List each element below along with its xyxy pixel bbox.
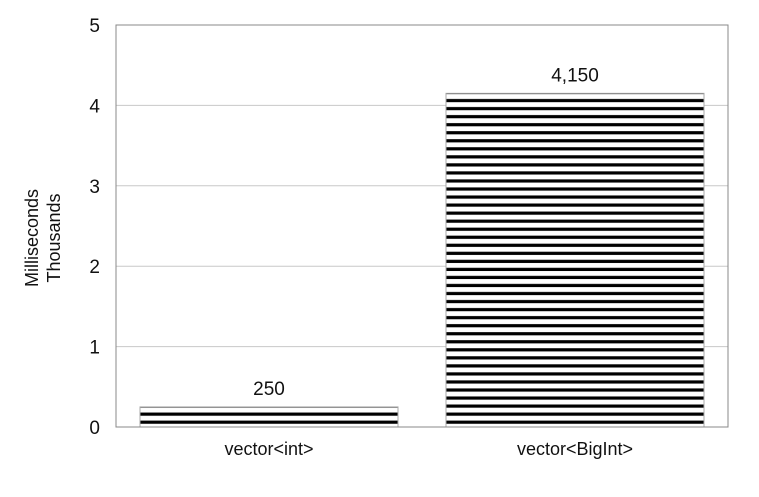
bars: [139, 92, 705, 428]
y-tick-label: 2: [89, 257, 100, 278]
y-axis-title-line1: Milliseconds: [22, 189, 42, 287]
labels: Milliseconds Thousands 0 1 2 3 4 5 250 vector<i…: [22, 16, 633, 459]
data-label: 250: [253, 379, 285, 400]
data-label: 4,150: [551, 65, 599, 86]
y-tick-label: 1: [89, 338, 100, 359]
x-category-label: vector<int>: [224, 439, 313, 459]
y-tick-label: 4: [89, 96, 100, 117]
plot-frame: [115, 24, 729, 428]
axes: [115, 24, 729, 428]
x-category-label: vector<BigInt>: [517, 439, 633, 459]
bar: [139, 406, 399, 428]
y-axis-title-line2: Thousands: [44, 193, 64, 282]
y-tick-label: 3: [89, 177, 100, 198]
bar: [445, 92, 705, 428]
y-tick-label: 5: [89, 16, 100, 37]
y-tick-label: 0: [89, 418, 100, 439]
